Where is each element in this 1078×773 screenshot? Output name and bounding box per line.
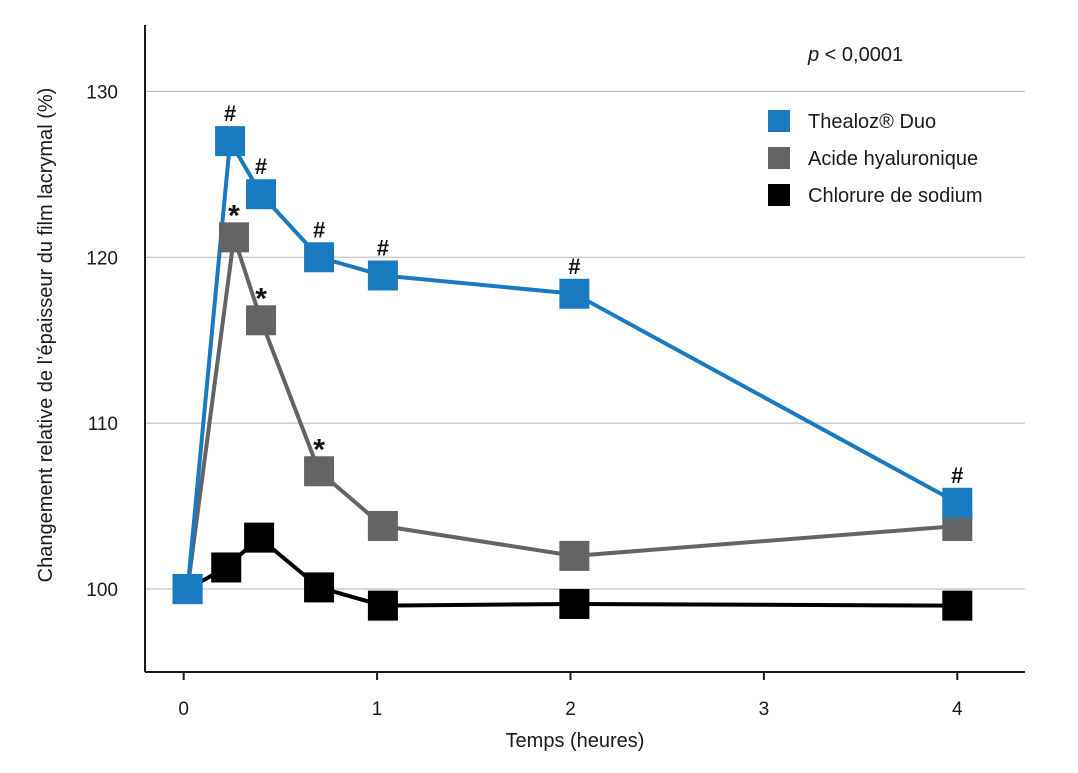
- series-2-point-1: [211, 552, 242, 583]
- y-ticks: 100 110 120 130: [86, 82, 118, 601]
- series-2-point-5: [559, 588, 590, 619]
- significance-marker-0-6: #: [951, 463, 963, 488]
- series-1-point-1: [218, 222, 249, 253]
- p-value-annotation: p < 0,0001: [807, 44, 903, 66]
- legend-label-2: Chlorure de sodium: [808, 185, 983, 207]
- significance-marker-1-1: *: [228, 199, 240, 232]
- significance-marker-0-1: #: [224, 101, 236, 126]
- series-0-point-6: [942, 487, 973, 518]
- x-tick-label-1: 1: [372, 699, 383, 720]
- significance-marker-1-2: *: [255, 282, 267, 315]
- series-1-point-3: [304, 456, 335, 487]
- series-line-0: [185, 139, 959, 590]
- legend: Thealoz® Duo Acide hyaluronique Chlorure d…: [768, 110, 983, 207]
- series-0-point-5: [559, 278, 590, 309]
- significance-marker-0-3: #: [313, 217, 325, 242]
- significance-marker-0-2: #: [255, 154, 267, 179]
- legend-swatch-0: [768, 110, 790, 132]
- series-0-point-0: [172, 574, 203, 605]
- p-italic: p: [807, 44, 819, 66]
- x-tick-label-0: 0: [178, 699, 189, 720]
- y-tick-label-100: 100: [86, 580, 118, 601]
- x-ticks: 0 1 2 3 4: [178, 672, 963, 720]
- y-axis-title: Changement relative de l’épaisseur du fi…: [35, 88, 57, 583]
- y-tick-label-130: 130: [86, 82, 118, 103]
- series-2-point-6: [942, 590, 973, 621]
- legend-swatch-2: [768, 184, 790, 206]
- legend-label-0: Thealoz® Duo: [808, 111, 936, 133]
- significance-marker-1-3: *: [313, 433, 325, 466]
- significance-marker-0-4: #: [377, 236, 389, 261]
- series-0-point-1: [215, 126, 246, 157]
- legend-label-1: Acide hyaluronique: [808, 148, 978, 170]
- legend-swatch-1: [768, 147, 790, 169]
- y-tick-label-120: 120: [86, 248, 118, 269]
- series-2-point-3: [304, 572, 335, 603]
- x-tick-label-4: 4: [952, 699, 963, 720]
- series-1-point-4: [367, 511, 398, 542]
- significance-marker-0-5: #: [568, 254, 580, 279]
- series-0-point-3: [304, 242, 335, 273]
- y-tick-label-110: 110: [88, 414, 118, 435]
- series-layer: * * * # # # # # #: [172, 101, 973, 621]
- axes: [144, 25, 1025, 673]
- series-0-point-2: [246, 179, 277, 210]
- series-1-point-2: [246, 305, 277, 336]
- x-tick-label-3: 3: [759, 699, 770, 720]
- series-0-point-4: [367, 260, 398, 291]
- x-axis-title: Temps (heures): [506, 730, 645, 752]
- series-2-point-2: [244, 522, 275, 553]
- x-tick-label-2: 2: [565, 699, 576, 720]
- p-rest: < 0,0001: [819, 44, 903, 66]
- series-1-point-5: [559, 540, 590, 571]
- series-2-point-4: [367, 590, 398, 621]
